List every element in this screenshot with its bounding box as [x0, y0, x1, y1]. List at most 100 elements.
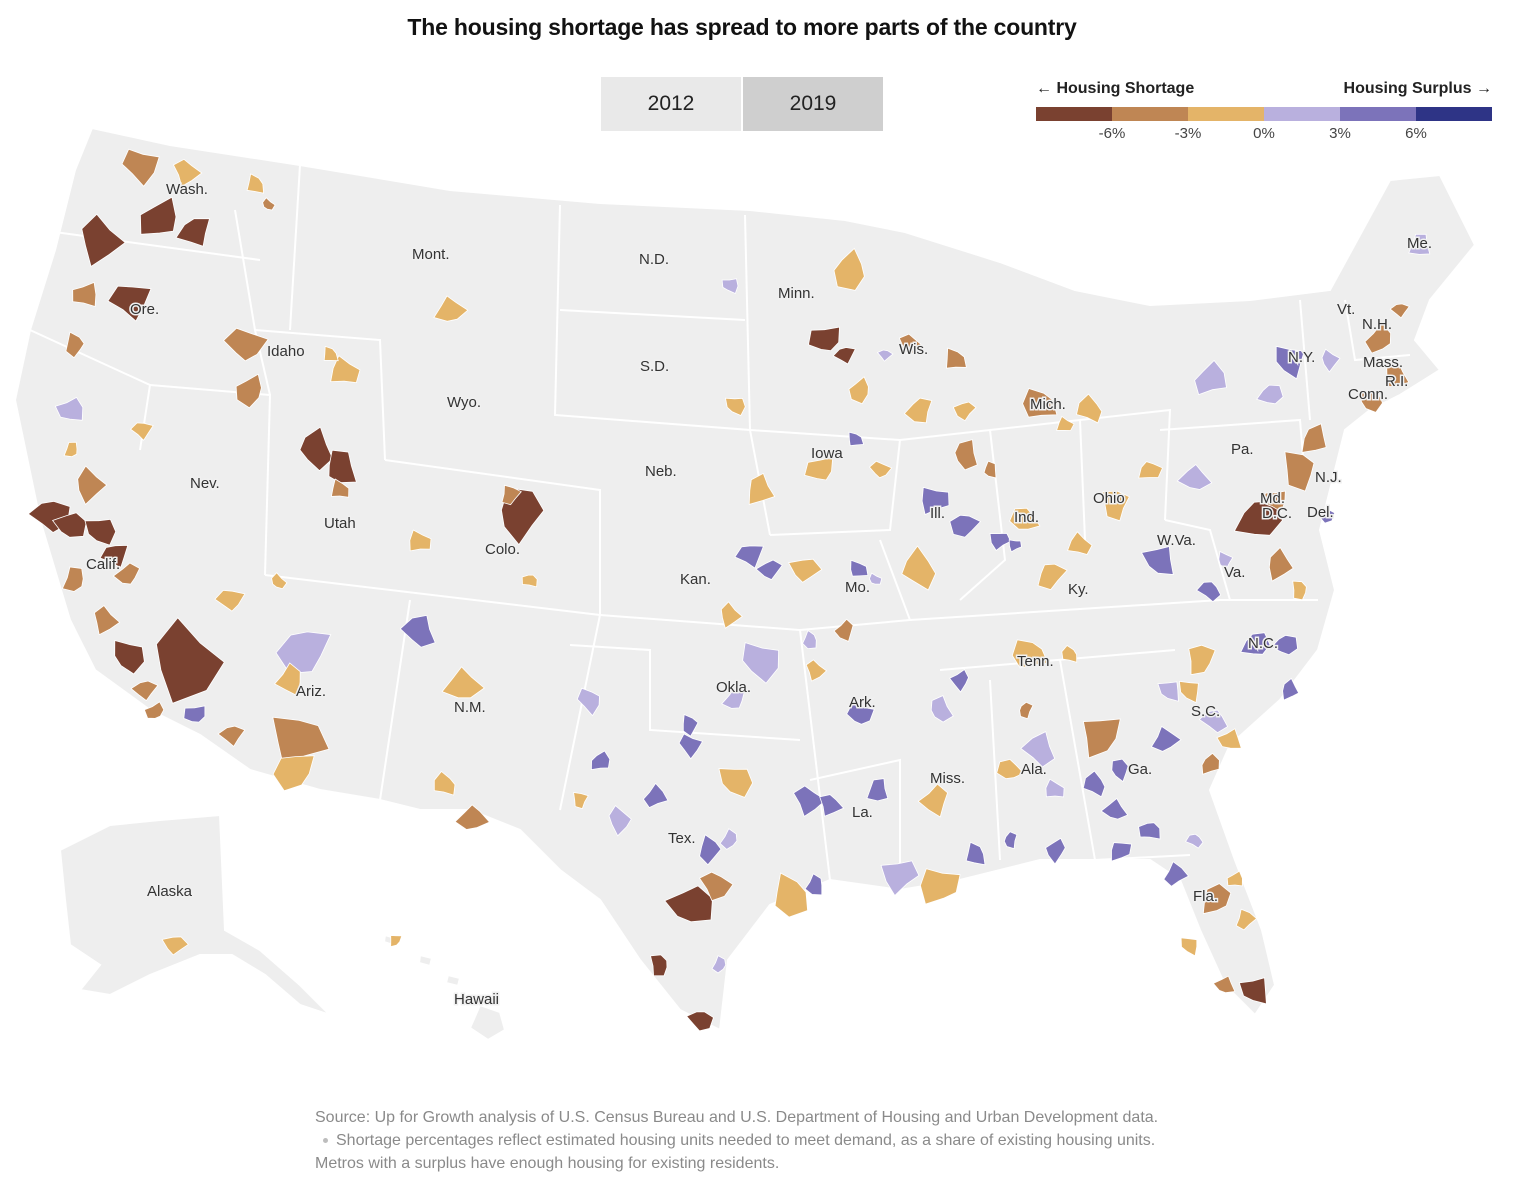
metro-area[interactable] — [246, 173, 265, 194]
metro-area[interactable] — [996, 758, 1025, 780]
metro-area[interactable] — [748, 472, 776, 505]
metro-area[interactable] — [433, 770, 456, 796]
metro-area[interactable] — [1045, 837, 1066, 865]
metro-area[interactable] — [850, 559, 869, 577]
metro-area[interactable] — [1056, 415, 1075, 431]
metro-area[interactable] — [1202, 883, 1232, 915]
metro-area[interactable] — [99, 544, 129, 569]
metro-area[interactable] — [1195, 581, 1222, 603]
metro-area[interactable] — [1358, 390, 1383, 413]
metro-area[interactable] — [952, 401, 977, 422]
metro-area[interactable] — [1111, 842, 1133, 862]
metro-area[interactable] — [755, 559, 783, 581]
metro-area[interactable] — [682, 713, 699, 737]
metro-area[interactable] — [1284, 451, 1315, 492]
metro-area[interactable] — [721, 278, 739, 295]
metro-area[interactable] — [1185, 833, 1204, 849]
metro-area[interactable] — [501, 484, 522, 506]
metro-area[interactable] — [721, 688, 745, 709]
metro-area[interactable] — [590, 750, 611, 771]
metro-area[interactable] — [1180, 937, 1198, 957]
metro-area[interactable] — [573, 792, 589, 810]
metro-area[interactable] — [1201, 752, 1220, 775]
metro-area[interactable] — [742, 642, 780, 684]
metro-area[interactable] — [161, 936, 189, 956]
metro-area[interactable] — [1019, 701, 1034, 720]
metro-area[interactable] — [51, 512, 87, 538]
metro-area[interactable] — [921, 486, 950, 516]
metro-area[interactable] — [521, 574, 538, 588]
metro-area[interactable] — [983, 460, 997, 479]
metro-area[interactable] — [954, 439, 978, 471]
metro-area[interactable] — [685, 1011, 714, 1032]
metro-area[interactable] — [919, 868, 961, 905]
metro-area[interactable] — [1262, 490, 1286, 513]
metro-area[interactable] — [114, 639, 145, 675]
metro-area[interactable] — [121, 148, 160, 187]
metro-area[interactable] — [930, 695, 954, 723]
metro-area[interactable] — [63, 441, 78, 458]
metro-area[interactable] — [399, 614, 436, 648]
metro-area[interactable] — [1102, 490, 1130, 522]
metro-area[interactable] — [1076, 393, 1103, 424]
metro-area[interactable] — [1178, 680, 1199, 704]
metro-area[interactable] — [1321, 348, 1341, 373]
metro-area[interactable] — [1188, 644, 1216, 676]
metro-area[interactable] — [272, 755, 315, 792]
metro-area[interactable] — [81, 213, 126, 268]
metro-area[interactable] — [1282, 677, 1300, 701]
metro-area[interactable] — [734, 545, 764, 569]
metro-area[interactable] — [217, 725, 246, 748]
metro-area[interactable] — [802, 629, 817, 650]
metro-area[interactable] — [804, 456, 834, 481]
metro-area[interactable] — [833, 618, 854, 642]
metro-area[interactable] — [433, 295, 469, 322]
metro-area[interactable] — [409, 529, 432, 552]
metro-area[interactable] — [1212, 975, 1236, 994]
metro-area[interactable] — [262, 197, 276, 211]
metro-area[interactable] — [787, 558, 823, 583]
metro-area[interactable] — [774, 872, 809, 918]
metro-area[interactable] — [235, 373, 262, 409]
metro-area[interactable] — [832, 347, 856, 365]
metro-area[interactable] — [898, 333, 925, 355]
metro-area[interactable] — [650, 954, 668, 977]
metro-area[interactable] — [1157, 681, 1179, 702]
metro-area[interactable] — [1003, 831, 1018, 850]
metro-area[interactable] — [93, 605, 121, 636]
metro-area[interactable] — [155, 617, 225, 704]
metro-area[interactable] — [965, 841, 986, 866]
metro-area[interactable] — [1140, 545, 1174, 575]
metro-area[interactable] — [1408, 233, 1431, 255]
metro-area[interactable] — [1384, 361, 1410, 387]
metro-area[interactable] — [271, 572, 288, 590]
metro-area[interactable] — [1226, 870, 1243, 887]
metro-area[interactable] — [808, 326, 840, 352]
metro-area[interactable] — [699, 834, 722, 866]
metro-area[interactable] — [848, 431, 865, 447]
metro-area[interactable] — [642, 782, 669, 809]
metro-area[interactable] — [1037, 563, 1068, 591]
metro-area[interactable] — [946, 347, 967, 369]
metro-area[interactable] — [805, 659, 828, 682]
metro-area[interactable] — [698, 871, 734, 902]
metro-area[interactable] — [112, 562, 141, 585]
metro-area[interactable] — [1008, 539, 1022, 553]
metro-area[interactable] — [866, 778, 889, 802]
metro-area[interactable] — [1275, 345, 1305, 380]
metro-area[interactable] — [1011, 639, 1049, 669]
metro-area[interactable] — [1301, 423, 1327, 453]
metro-area[interactable] — [1150, 725, 1182, 752]
metro-area[interactable] — [214, 589, 246, 612]
metro-area[interactable] — [1216, 728, 1242, 749]
metro-area[interactable] — [323, 345, 339, 362]
metro-area[interactable] — [1009, 507, 1041, 530]
metro-area[interactable] — [719, 828, 738, 850]
metro-area[interactable] — [328, 449, 357, 484]
metro-area[interactable] — [1082, 718, 1121, 759]
metro-area[interactable] — [1100, 797, 1129, 820]
metro-area[interactable] — [107, 285, 152, 322]
metro-area[interactable] — [1198, 709, 1229, 734]
metro-area[interactable] — [1163, 861, 1190, 887]
metro-area[interactable] — [61, 566, 84, 592]
